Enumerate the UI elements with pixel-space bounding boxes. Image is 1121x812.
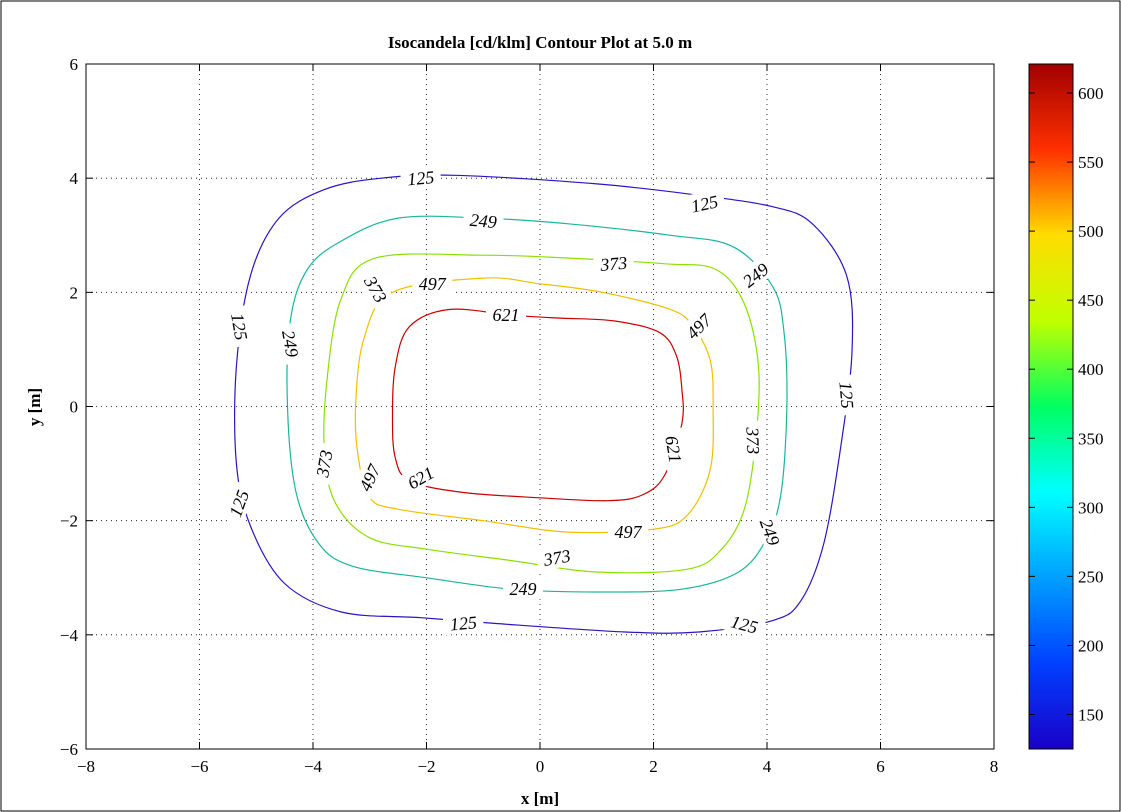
contour-label-gap [660,427,689,471]
colorbar-tick-label: 600 [1078,84,1104,103]
colorbar-ticks: 150 200 250 300 350 400 450 500 550 600 [1029,84,1104,724]
colorbar-tick-label: 250 [1078,567,1104,586]
contour-label-gap [221,480,256,526]
contour-label-gap [608,520,648,543]
contour-label-group: 249 [503,577,543,600]
contour-label-gap [486,303,526,326]
contour-label-gap [682,188,727,218]
contour-label-gap [412,271,453,294]
contour-label-621: 621 [661,434,685,464]
contour-label-497: 497 [419,274,447,294]
contour-label-621: 621 [493,305,520,325]
contour-label-gap [753,509,788,555]
contour-label-gap [722,607,767,640]
contour-label-group: 125 [442,609,485,636]
contour-label-gap [742,420,766,462]
x-tick-label: 8 [990,757,999,776]
y-axis-label: y [m] [25,388,44,426]
contour-label-group: 125 [225,304,255,349]
contour-label-gap [535,542,579,572]
colorbar-tick-label: 150 [1078,705,1104,724]
contour-line-125 [234,174,854,634]
contour-label-group: 621 [486,303,526,326]
contour-label-group: 497 [608,520,648,543]
y-axis-ticks: −6 −4 −2 0 2 4 6 [60,55,994,759]
contour-label-gap [399,164,442,190]
contour-label-125: 125 [227,312,251,342]
y-tick-label: 2 [70,283,79,302]
contour-label-group: 373 [742,420,766,462]
x-tick-label: −2 [417,757,435,776]
contour-label-group: 373 [309,441,338,486]
colorbar-tick-label: 300 [1078,498,1104,517]
contour-label-gap [834,374,861,416]
contour-label-249: 249 [469,210,498,232]
contour-label-497: 497 [615,522,643,542]
contour-label-gap [462,207,505,233]
contour-label-group: 373 [592,250,635,276]
contour-label-gap [356,266,396,312]
contour-label-group: 125 [834,374,861,416]
contour-label-373: 373 [312,449,337,480]
contour-line-497 [354,277,714,534]
y-tick-label: −2 [60,512,78,531]
x-tick-label: 2 [649,757,658,776]
contour-label-gap [442,609,485,636]
contour-label-373: 373 [742,426,763,455]
y-tick-label: 6 [70,55,79,74]
contour-label-gap [225,304,255,349]
x-tick-label: 6 [876,757,885,776]
colorbar-tick-label: 550 [1078,153,1104,172]
y-tick-label: 4 [70,169,79,188]
contour-label-gap [676,303,721,348]
contour-label-group: 621 [660,427,689,471]
contour-label-group: 249 [462,207,505,233]
y-tick-label: −4 [60,626,79,645]
x-tick-label: −8 [77,757,95,776]
contour-label-gap [309,441,338,486]
contour-line-621 [391,308,684,502]
contour-label-373: 373 [598,253,628,275]
contour-label-125: 125 [406,167,435,189]
x-tick-label: −6 [190,757,208,776]
x-tick-label: −4 [304,757,323,776]
x-axis-ticks: −8 −6 −4 −2 0 2 4 6 8 [77,64,998,776]
contour-label-249: 249 [278,329,302,359]
contour-label-gap [397,457,444,497]
contour-label-group: 497 [412,271,453,294]
contour-label-group: 125 [399,164,442,190]
y-tick-label: −6 [60,740,78,759]
colorbar [1028,63,1074,750]
contour-label-125: 125 [449,612,478,634]
contour-label-gap [732,253,778,296]
colorbar-tick-label: 450 [1078,291,1104,310]
colorbar-tick-label: 350 [1078,429,1104,448]
contour-label-group: 249 [276,321,306,366]
contour-label-249: 249 [510,579,537,599]
contour-label-gap [276,321,306,366]
y-tick-label: 0 [70,398,79,417]
contour-label-373: 373 [541,546,572,571]
x-tick-label: 0 [536,757,545,776]
colorbar-tick-label: 500 [1078,222,1104,241]
chart-title: Isocandela [cd/klm] Contour Plot at 5.0 … [388,33,692,52]
contour-line-249 [286,215,788,593]
grid [86,64,994,749]
contour-label-125: 125 [835,381,857,410]
contour-label-gap [350,454,388,501]
x-tick-label: 4 [763,757,772,776]
colorbar-tick-label: 400 [1078,360,1104,379]
contour-label-gap [592,250,635,276]
colorbar-tick-label: 200 [1078,636,1104,655]
x-axis-label: x [m] [521,789,559,808]
contour-label-gap [503,577,543,600]
contour-label-group: 373 [535,542,579,572]
